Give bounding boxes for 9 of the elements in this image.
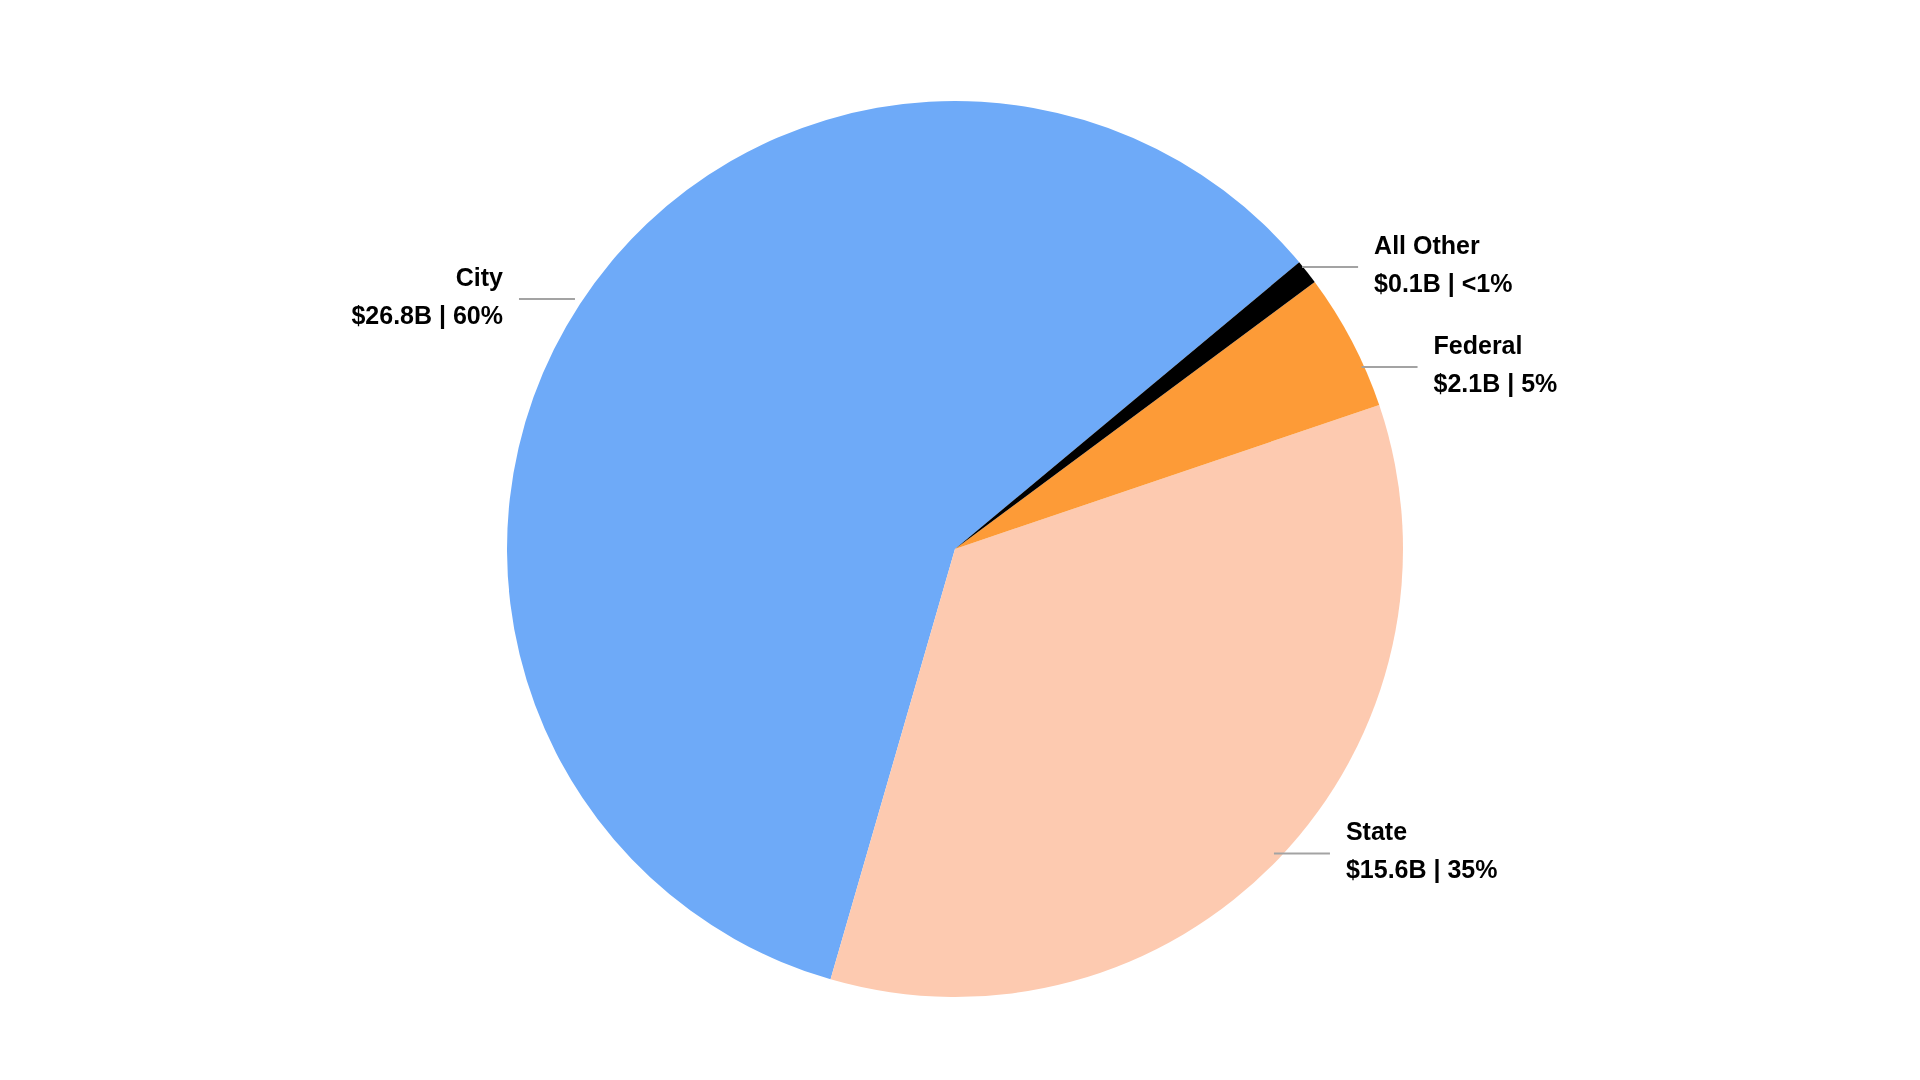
pie-slice xyxy=(507,101,1300,980)
data-label: $2.1B | 5% xyxy=(1433,368,1558,397)
slice-label: City xyxy=(455,262,504,291)
slice-label: Federal xyxy=(1433,330,1523,359)
data-label: $26.8B | 60% xyxy=(351,300,503,329)
data-label: $0.1B | <1% xyxy=(1374,268,1513,297)
data-label: $15.6B | 35% xyxy=(1345,855,1498,884)
slice-label: State xyxy=(1345,817,1408,846)
slice-label: All Other xyxy=(1374,230,1480,259)
